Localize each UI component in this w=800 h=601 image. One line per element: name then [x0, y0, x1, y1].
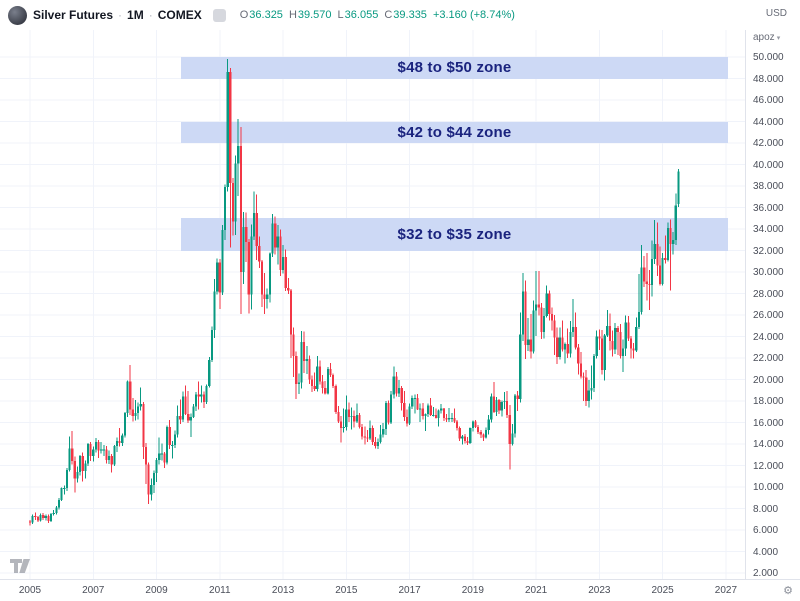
- price-tick-label: 40.000: [753, 159, 784, 171]
- price-tick-label: 4.000: [753, 546, 779, 558]
- candlestick-chart[interactable]: [0, 30, 745, 579]
- symbol-logo-icon: [8, 5, 27, 25]
- price-tick-label: 24.000: [753, 331, 784, 343]
- unit-selector[interactable]: apoz ▾: [753, 32, 780, 43]
- gear-icon[interactable]: ⚙: [783, 584, 793, 597]
- zone-label: $42 to $44 zone: [397, 123, 512, 141]
- time-tick-label: 2013: [271, 585, 295, 596]
- price-tick-label: 32.000: [753, 245, 784, 257]
- close-value: 39.335: [393, 9, 427, 21]
- separator-dot: ·: [118, 8, 123, 22]
- price-tick-label: 6.000: [753, 525, 779, 536]
- time-tick-label: 2011: [209, 585, 231, 596]
- time-tick-label: 2017: [398, 585, 421, 596]
- zone-band[interactable]: [181, 57, 728, 79]
- interval-label: 1M: [127, 8, 144, 22]
- unit-label: apoz: [753, 32, 775, 43]
- price-tick-label: 46.000: [753, 95, 784, 106]
- zone-label: $32 to $35 zone: [397, 225, 512, 243]
- time-tick-label: 2021: [524, 585, 548, 596]
- close-label: C: [384, 9, 393, 21]
- price-tick-label: 28.000: [753, 288, 784, 300]
- chart-plot-area[interactable]: $48 to $50 zone $42 to $44 zone $32 to $35…: [0, 30, 745, 579]
- separator-dot: ·: [148, 8, 153, 22]
- price-tick-label: 30.000: [753, 267, 784, 278]
- zone-band[interactable]: [181, 121, 728, 143]
- low-value: 36.055: [344, 9, 379, 21]
- high-value: 39.570: [297, 9, 332, 21]
- time-tick-label: 2009: [145, 585, 168, 596]
- chevron-down-icon: ▾: [776, 33, 781, 42]
- time-tick-label: 2005: [18, 585, 42, 596]
- price-tick-label: 14.000: [753, 439, 784, 450]
- price-tick-label: 10.000: [753, 482, 784, 493]
- time-tick-label: 2007: [82, 585, 105, 596]
- time-tick-label: 2015: [335, 585, 358, 596]
- change-value: +3.160 (+8.74%): [432, 9, 515, 21]
- price-tick-label: 12.000: [753, 460, 784, 472]
- price-tick-label: 18.000: [753, 396, 784, 407]
- price-tick-label: 16.000: [753, 417, 784, 429]
- time-axis[interactable]: ⚙ 2005 2007 2009 2011 2013 2015 2017 2019 2021 20…: [0, 579, 800, 601]
- price-tick-label: 2.000: [753, 568, 779, 579]
- price-tick-label: 38.000: [753, 181, 784, 192]
- toolbar-mini-button[interactable]: [212, 8, 226, 22]
- price-tick-label: 22.000: [753, 353, 784, 364]
- time-tick-label: 2027: [714, 585, 738, 596]
- open-value: 36.325: [249, 9, 283, 21]
- price-tick-label: 26.000: [753, 310, 784, 321]
- time-tick-label: 2019: [461, 585, 484, 596]
- price-tick-label: 34.000: [753, 224, 784, 235]
- high-label: H: [288, 9, 297, 21]
- time-tick-label: 2023: [588, 585, 611, 596]
- price-tick-label: 50.000: [753, 52, 784, 63]
- ohlc-readout: O 36.325 H 39.570 L 36.055 C 39.335 +3.160 (…: [240, 9, 515, 21]
- symbol-title[interactable]: Silver Futures · 1M · COMEX: [33, 8, 202, 22]
- chart-header: Silver Futures · 1M · COMEX O 36.325 H 39.…: [0, 0, 800, 30]
- open-label: O: [239, 9, 249, 21]
- price-tick-label: 8.000: [753, 503, 779, 515]
- zone-label: $48 to $50 zone: [397, 59, 512, 77]
- symbol-name: Silver Futures: [33, 8, 114, 22]
- time-tick-label: 2025: [651, 585, 674, 596]
- price-tick-label: 20.000: [753, 374, 784, 386]
- price-tick-label: 48.000: [753, 73, 784, 85]
- price-tick-label: 44.000: [753, 116, 784, 128]
- low-label: L: [337, 9, 344, 21]
- tradingview-logo-icon[interactable]: [10, 559, 31, 573]
- price-axis[interactable]: apoz ▾ 50.000 48.000 46.000 44.000 42.000 40.…: [745, 30, 800, 579]
- exchange-label: COMEX: [157, 8, 202, 22]
- price-tick-label: 36.000: [753, 202, 784, 214]
- currency-label[interactable]: USD: [765, 8, 787, 19]
- price-tick-label: 42.000: [753, 138, 784, 149]
